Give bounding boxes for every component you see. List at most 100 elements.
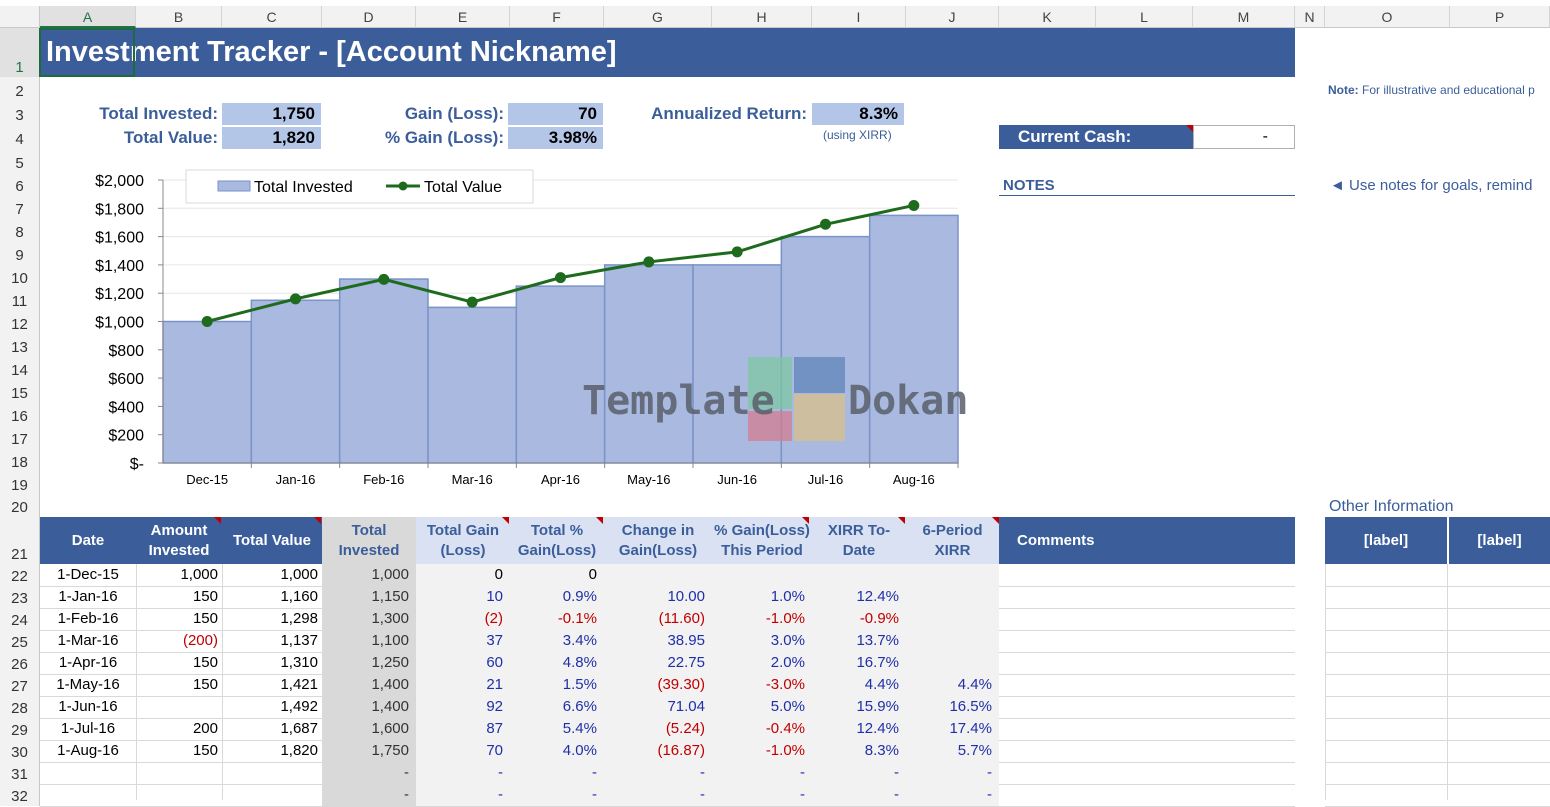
- table-cell[interactable]: 1,000: [280, 566, 318, 583]
- row-header-25[interactable]: 25: [0, 630, 40, 652]
- row-header-4[interactable]: 4: [0, 125, 40, 149]
- table-cell[interactable]: 13.7%: [856, 632, 899, 649]
- row-header-23[interactable]: 23: [0, 586, 40, 608]
- table-cell[interactable]: 2.0%: [770, 654, 805, 671]
- row-header-5[interactable]: 5: [0, 149, 40, 173]
- table-cell[interactable]: 0: [494, 566, 503, 583]
- row-header-17[interactable]: 17: [0, 426, 40, 449]
- table-cell[interactable]: 200: [192, 720, 218, 737]
- table-cell[interactable]: -3.0%: [765, 676, 805, 693]
- table-cell[interactable]: [812, 564, 906, 586]
- table-cell[interactable]: 1,421: [280, 676, 318, 693]
- table-cell[interactable]: -: [498, 764, 503, 781]
- table-cell[interactable]: -: [700, 786, 705, 803]
- column-header-h[interactable]: H: [712, 6, 812, 28]
- column-header-a[interactable]: A: [40, 6, 136, 28]
- table-cell[interactable]: (200): [182, 632, 218, 649]
- column-header-d[interactable]: D: [322, 6, 416, 28]
- table-cell[interactable]: 1,137: [280, 632, 318, 649]
- table-cell[interactable]: [136, 784, 222, 806]
- total-invested-value[interactable]: 1,750: [222, 103, 321, 125]
- table-cell[interactable]: [40, 784, 136, 806]
- table-cell[interactable]: 4.8%: [562, 654, 597, 671]
- table-cell[interactable]: 1-May-16: [56, 676, 120, 693]
- table-cell[interactable]: 150: [192, 610, 218, 627]
- table-cell[interactable]: -: [987, 786, 992, 803]
- table-cell[interactable]: [136, 696, 222, 718]
- table-cell[interactable]: 150: [192, 654, 218, 671]
- table-cell[interactable]: [906, 586, 999, 608]
- table-cell[interactable]: 38.95: [667, 632, 705, 649]
- row-header-6[interactable]: 6: [0, 173, 40, 196]
- table-cell[interactable]: 1,300: [371, 610, 409, 627]
- row-header-3[interactable]: 3: [0, 101, 40, 125]
- table-cell[interactable]: [222, 784, 322, 806]
- row-header-30[interactable]: 30: [0, 740, 40, 762]
- row-header-26[interactable]: 26: [0, 652, 40, 674]
- column-header-m[interactable]: M: [1193, 6, 1295, 28]
- table-cell[interactable]: 1-Jun-16: [58, 698, 118, 715]
- table-cell[interactable]: 8.3%: [864, 742, 899, 759]
- row-header-27[interactable]: 27: [0, 674, 40, 696]
- row-header-31[interactable]: 31: [0, 762, 40, 784]
- table-cell[interactable]: 70: [486, 742, 503, 759]
- table-cell[interactable]: 1.5%: [562, 676, 597, 693]
- table-cell[interactable]: -1.0%: [765, 610, 805, 627]
- table-cell[interactable]: 60: [486, 654, 503, 671]
- table-cell[interactable]: -: [894, 764, 899, 781]
- table-cell[interactable]: -1.0%: [765, 742, 805, 759]
- table-cell[interactable]: [40, 762, 136, 784]
- table-cell[interactable]: 1,492: [280, 698, 318, 715]
- column-header-b[interactable]: B: [136, 6, 222, 28]
- row-header-29[interactable]: 29: [0, 718, 40, 740]
- table-cell[interactable]: 1,250: [371, 654, 409, 671]
- table-cell[interactable]: 5.4%: [562, 720, 597, 737]
- row-header-8[interactable]: 8: [0, 219, 40, 242]
- table-cell[interactable]: 4.0%: [562, 742, 597, 759]
- table-cell[interactable]: 1-Dec-15: [57, 566, 119, 583]
- column-header-i[interactable]: I: [812, 6, 906, 28]
- gain-value[interactable]: 70: [508, 103, 603, 125]
- table-cell[interactable]: 1,820: [280, 742, 318, 759]
- table-cell[interactable]: 3.4%: [562, 632, 597, 649]
- table-cell[interactable]: 1-Mar-16: [57, 632, 119, 649]
- row-header-11[interactable]: 11: [0, 288, 40, 311]
- row-header-20[interactable]: 20: [0, 495, 40, 517]
- column-header-l[interactable]: L: [1096, 6, 1193, 28]
- row-header-21[interactable]: 21: [0, 517, 40, 564]
- table-cell[interactable]: -0.9%: [859, 610, 899, 627]
- row-header-2[interactable]: 2: [0, 77, 40, 101]
- column-header-g[interactable]: G: [604, 6, 712, 28]
- table-cell[interactable]: 1-Feb-16: [57, 610, 119, 627]
- table-cell[interactable]: 92: [486, 698, 503, 715]
- row-header-22[interactable]: 22: [0, 564, 40, 586]
- table-cell[interactable]: 37: [486, 632, 503, 649]
- table-cell[interactable]: 17.4%: [949, 720, 992, 737]
- table-cell[interactable]: 16.5%: [949, 698, 992, 715]
- table-cell[interactable]: [712, 564, 812, 586]
- table-cell[interactable]: 1-Jan-16: [58, 588, 118, 605]
- table-cell[interactable]: [222, 762, 322, 784]
- table-cell[interactable]: -: [800, 764, 805, 781]
- column-header-k[interactable]: K: [999, 6, 1096, 28]
- row-header-14[interactable]: 14: [0, 357, 40, 380]
- table-cell[interactable]: 16.7%: [856, 654, 899, 671]
- selected-cell-a1[interactable]: [39, 28, 135, 77]
- row-header-10[interactable]: 10: [0, 265, 40, 288]
- table-cell[interactable]: -: [700, 764, 705, 781]
- table-cell[interactable]: -: [404, 786, 409, 803]
- row-header-7[interactable]: 7: [0, 196, 40, 219]
- row-header-19[interactable]: 19: [0, 472, 40, 495]
- table-cell[interactable]: 87: [486, 720, 503, 737]
- table-cell[interactable]: 150: [192, 742, 218, 759]
- table-cell[interactable]: 10.00: [667, 588, 705, 605]
- table-cell[interactable]: 1.0%: [770, 588, 805, 605]
- table-cell[interactable]: 5.0%: [770, 698, 805, 715]
- table-cell[interactable]: 1,150: [371, 588, 409, 605]
- table-cell[interactable]: 1,687: [280, 720, 318, 737]
- table-cell[interactable]: 5.7%: [957, 742, 992, 759]
- table-cell[interactable]: 1,000: [371, 566, 409, 583]
- table-cell[interactable]: 150: [192, 588, 218, 605]
- row-header-28[interactable]: 28: [0, 696, 40, 718]
- row-header-24[interactable]: 24: [0, 608, 40, 630]
